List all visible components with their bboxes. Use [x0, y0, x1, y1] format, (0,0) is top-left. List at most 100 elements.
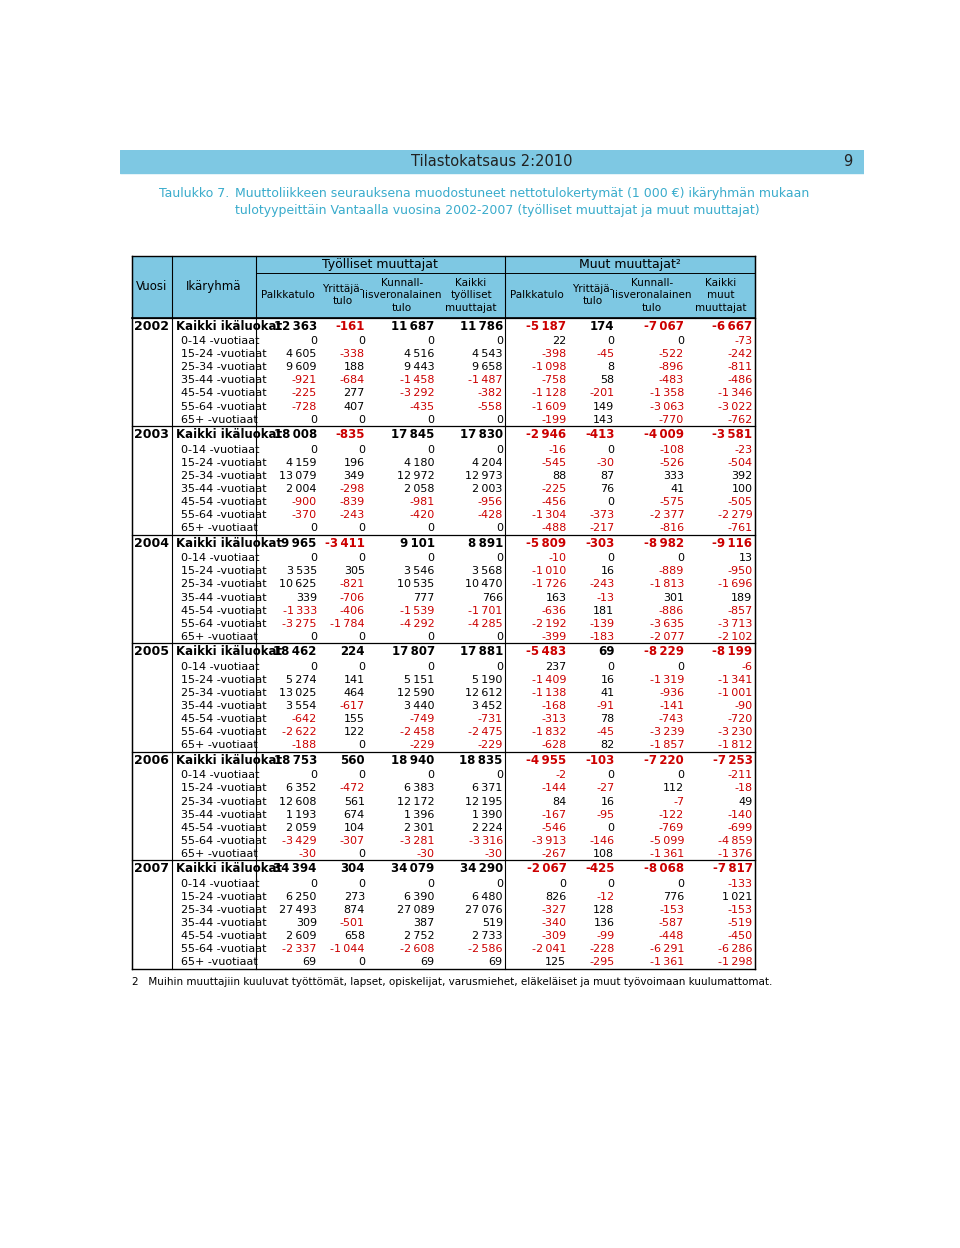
Text: -108: -108	[660, 444, 684, 454]
Text: 3 554: 3 554	[286, 701, 317, 711]
Text: 277: 277	[344, 388, 365, 398]
Text: 2   Muihin muuttajiin kuuluvat työttömät, lapset, opiskelijat, varusmiehet, eläk: 2 Muihin muuttajiin kuuluvat työttömät, …	[132, 977, 772, 987]
Text: 2005: 2005	[134, 645, 169, 658]
Text: -2 279: -2 279	[718, 510, 753, 520]
Text: 55-64 -vuotiaat: 55-64 -vuotiaat	[181, 945, 267, 955]
Text: -373: -373	[589, 510, 614, 520]
Text: 45-54 -vuotiaat: 45-54 -vuotiaat	[181, 388, 267, 398]
Text: -153: -153	[660, 905, 684, 915]
Text: 55-64 -vuotiaat: 55-64 -vuotiaat	[181, 728, 267, 738]
Text: 0: 0	[358, 879, 365, 889]
Text: 0: 0	[496, 414, 503, 424]
Text: -1 001: -1 001	[718, 688, 753, 698]
Text: -811: -811	[728, 362, 753, 372]
Text: 0: 0	[677, 336, 684, 346]
Text: -309: -309	[541, 931, 566, 941]
Text: -821: -821	[340, 579, 365, 589]
Text: -3 913: -3 913	[532, 836, 566, 846]
Text: -1 696: -1 696	[718, 579, 753, 589]
Text: 333: 333	[663, 470, 684, 480]
Text: -5 809: -5 809	[526, 537, 566, 549]
Text: Kaikki ikäluokat: Kaikki ikäluokat	[176, 319, 282, 332]
Text: -889: -889	[659, 567, 684, 577]
Text: 82: 82	[600, 740, 614, 750]
Text: -749: -749	[409, 714, 435, 724]
Text: -486: -486	[727, 376, 753, 386]
Text: Taulukko 7.: Taulukko 7.	[158, 187, 229, 200]
Text: -183: -183	[589, 631, 614, 641]
Text: -3 239: -3 239	[650, 728, 684, 738]
Text: 674: 674	[344, 810, 365, 820]
Text: -835: -835	[335, 428, 365, 441]
Text: Kaikki ikäluokat: Kaikki ikäluokat	[176, 428, 282, 441]
Text: -13: -13	[596, 593, 614, 603]
Text: 0: 0	[560, 879, 566, 889]
Text: Kaikki
työlliset
muuttajat: Kaikki työlliset muuttajat	[445, 278, 497, 313]
Text: 49: 49	[738, 796, 753, 806]
Text: 658: 658	[344, 931, 365, 941]
Text: 3 568: 3 568	[472, 567, 503, 577]
Text: 0: 0	[358, 444, 365, 454]
Text: 2006: 2006	[134, 754, 169, 766]
Text: 2 609: 2 609	[286, 931, 317, 941]
Text: -6 286: -6 286	[718, 945, 753, 955]
Text: -303: -303	[586, 537, 614, 549]
Text: Kaikki ikäluokat: Kaikki ikäluokat	[176, 862, 282, 875]
Text: -4 859: -4 859	[718, 836, 753, 846]
Text: Tilastokatsaus 2:2010: Tilastokatsaus 2:2010	[411, 154, 573, 168]
Text: 1 021: 1 021	[722, 892, 753, 902]
Text: 45-54 -vuotiaat: 45-54 -vuotiaat	[181, 931, 267, 941]
Text: -1 487: -1 487	[468, 376, 503, 386]
Text: -3 635: -3 635	[650, 619, 684, 629]
Text: 100: 100	[732, 484, 753, 494]
Text: -382: -382	[478, 388, 503, 398]
Text: -327: -327	[541, 905, 566, 915]
Text: 84: 84	[552, 796, 566, 806]
Text: -3 316: -3 316	[468, 836, 503, 846]
Text: 0: 0	[608, 553, 614, 563]
Text: 15-24 -vuotiaat: 15-24 -vuotiaat	[181, 567, 267, 577]
Text: 45-54 -vuotiaat: 45-54 -vuotiaat	[181, 605, 267, 615]
Text: 16: 16	[600, 675, 614, 685]
Text: 17 881: 17 881	[460, 645, 503, 658]
Text: 0: 0	[358, 770, 365, 780]
Text: 2 224: 2 224	[472, 822, 503, 832]
Text: -168: -168	[541, 701, 566, 711]
Text: -770: -770	[659, 414, 684, 424]
Text: 34 079: 34 079	[392, 862, 435, 875]
Text: 136: 136	[593, 919, 614, 929]
Text: 874: 874	[344, 905, 365, 915]
Text: -1 813: -1 813	[650, 579, 684, 589]
Text: -201: -201	[589, 388, 614, 398]
Text: -981: -981	[409, 497, 435, 507]
Text: -519: -519	[728, 919, 753, 929]
Text: 0: 0	[310, 523, 317, 533]
Text: 2 752: 2 752	[404, 931, 435, 941]
Text: 11 786: 11 786	[460, 319, 503, 332]
Text: -140: -140	[728, 810, 753, 820]
Text: Palkkatulo: Palkkatulo	[510, 291, 564, 301]
Text: -217: -217	[589, 523, 614, 533]
Text: -30: -30	[299, 849, 317, 859]
Text: 13: 13	[738, 553, 753, 563]
Text: -839: -839	[340, 497, 365, 507]
Text: -73: -73	[734, 336, 753, 346]
Text: 0: 0	[358, 336, 365, 346]
Text: -420: -420	[409, 510, 435, 520]
Text: 12 363: 12 363	[274, 319, 317, 332]
Text: 0: 0	[358, 849, 365, 859]
Text: -2 041: -2 041	[532, 945, 566, 955]
Text: 65+ -vuotiaat: 65+ -vuotiaat	[181, 740, 258, 750]
Text: 0: 0	[310, 879, 317, 889]
Text: Työlliset muuttajat: Työlliset muuttajat	[323, 258, 439, 271]
Text: -298: -298	[340, 484, 365, 494]
Text: -1 726: -1 726	[532, 579, 566, 589]
Text: 9 101: 9 101	[399, 537, 435, 549]
Text: -153: -153	[728, 905, 753, 915]
Text: 0: 0	[310, 444, 317, 454]
Text: 112: 112	[663, 784, 684, 794]
Text: -18: -18	[734, 784, 753, 794]
Text: 125: 125	[545, 957, 566, 967]
Text: 0: 0	[427, 631, 435, 641]
Text: -2 475: -2 475	[468, 728, 503, 738]
